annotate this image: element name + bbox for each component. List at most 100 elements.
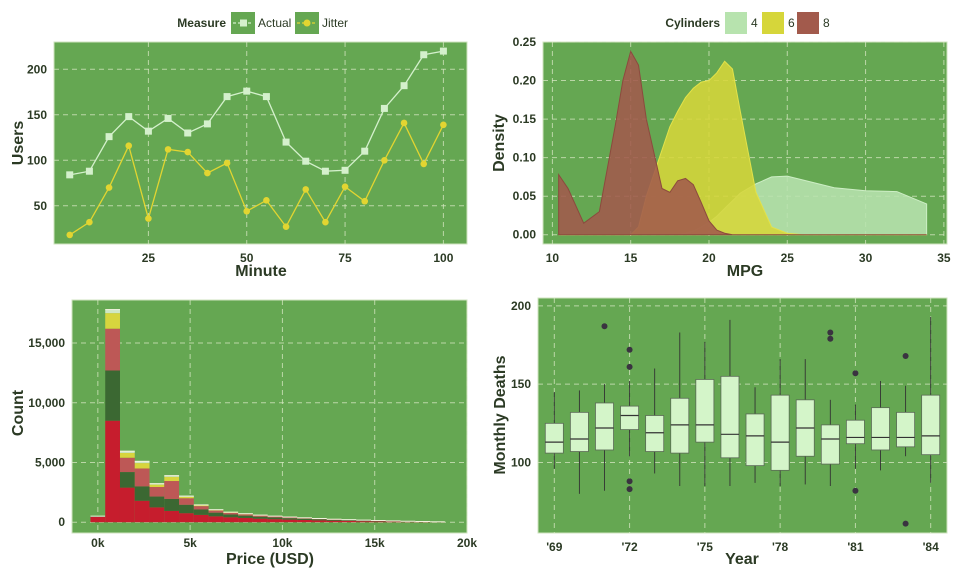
- box-outlier: [626, 363, 633, 370]
- legend-label-cyl6: 6: [788, 16, 795, 30]
- box-iqr: [620, 405, 640, 431]
- histogram-bar-segment: [208, 510, 224, 513]
- histogram-bar-segment: [208, 516, 224, 523]
- histogram-bar-segment: [252, 518, 268, 523]
- histogram-bar-segment: [341, 520, 357, 523]
- y-tick-label: 0.00: [513, 228, 537, 242]
- x-tick-label: '78: [772, 540, 789, 554]
- x-tick-label: 10k: [272, 536, 292, 550]
- histogram-bar-segment: [282, 517, 298, 519]
- histogram-bar-segment: [179, 498, 194, 505]
- box-outlier: [601, 323, 608, 330]
- histogram-bar-segment: [311, 520, 327, 523]
- histogram-bar-segment: [193, 506, 209, 510]
- price-y-axis-title: Count: [10, 389, 27, 436]
- histogram-bar-segment: [179, 496, 194, 499]
- x-tick-label: 10: [546, 251, 560, 265]
- mpg-tick-labels: 10 15 20 25 30 35 0.00 0.05 0.10 0.15 0.20 0.25: [513, 35, 951, 265]
- box-outlier: [852, 370, 859, 377]
- histogram-bar-segment: [134, 468, 150, 487]
- histogram-bar-segment: [134, 461, 150, 464]
- histogram-bar-segment: [119, 452, 135, 458]
- jitter-point: [381, 156, 388, 164]
- histogram-bar-segment: [223, 514, 239, 518]
- jitter-point: [361, 197, 369, 205]
- histogram-bar-segment: [119, 457, 135, 473]
- histogram-bar-segment: [105, 309, 120, 314]
- x-tick-label: 15: [624, 251, 638, 265]
- histogram-bar-segment: [164, 481, 180, 499]
- histogram-bar-segment: [326, 520, 342, 523]
- histogram-bar-segment: [356, 520, 372, 522]
- price-tick-labels: 0k 5k 10k 15k 20k 0 5,000 10,000 15,000: [28, 336, 477, 550]
- histogram-bar-segment: [105, 420, 120, 523]
- box-iqr: [871, 407, 890, 451]
- y-tick-label: 200: [27, 62, 47, 76]
- y-tick-label: 0: [58, 515, 65, 529]
- jitter-point: [204, 169, 211, 177]
- x-tick-label: '75: [697, 540, 714, 554]
- box-iqr: [595, 402, 614, 451]
- histogram-bar-segment: [282, 518, 298, 520]
- histogram-bar-segment: [297, 518, 312, 519]
- deaths-x-axis-title: Year: [725, 551, 759, 568]
- jitter-point: [125, 142, 133, 150]
- users-tick-labels: 25 50 75 100 50 100 150 200: [27, 62, 454, 265]
- box-iqr: [820, 424, 840, 465]
- histogram-bar-segment: [119, 451, 135, 453]
- deaths-y-axis-title: Monthly Deaths: [492, 355, 509, 474]
- histogram-bar-segment: [119, 487, 135, 523]
- y-tick-label: 100: [511, 456, 531, 470]
- y-tick-label: 0.25: [513, 35, 537, 49]
- histogram-bar-segment: [119, 472, 135, 488]
- box-iqr: [720, 375, 740, 459]
- histogram-bar-segment: [105, 370, 120, 421]
- histogram-bar-segment: [179, 504, 194, 514]
- histogram-bar-segment: [223, 512, 239, 515]
- users-line-chart: Measure Actual Jitter 25 50 75 100501001502…: [10, 12, 468, 280]
- jitter-point: [184, 148, 192, 156]
- histogram-bar-segment: [193, 509, 209, 515]
- histogram-bar-segment: [238, 517, 253, 523]
- y-tick-label: 10,000: [28, 396, 65, 410]
- legend-title: Measure: [177, 16, 226, 30]
- cylinders-legend: Cylinders 4 6 8: [665, 12, 830, 34]
- deaths-boxes: [544, 316, 941, 527]
- legend-label-cyl8: 8: [823, 16, 830, 30]
- histogram-bar-segment: [164, 498, 180, 511]
- histogram-bar-segment: [341, 520, 357, 521]
- box-iqr: [645, 415, 665, 452]
- legend-key-actual-marker: [240, 19, 247, 27]
- jitter-point: [164, 146, 172, 153]
- histogram-bar-segment: [267, 517, 283, 520]
- box-outlier: [902, 352, 909, 359]
- box-outlier: [626, 486, 633, 493]
- jitter-point: [66, 231, 74, 239]
- actual-point: [164, 114, 172, 122]
- actual-point: [144, 127, 152, 135]
- box-iqr: [745, 413, 765, 467]
- actual-point: [243, 87, 251, 95]
- histogram-bar-segment: [90, 516, 106, 523]
- histogram-bar-segment: [311, 518, 327, 520]
- legend-title: Cylinders: [665, 16, 720, 30]
- y-tick-label: 0.20: [513, 74, 537, 88]
- box-outlier: [902, 520, 909, 527]
- legend-key-jitter-marker: [303, 19, 311, 27]
- histogram-bar-segment: [356, 521, 372, 523]
- actual-point: [85, 167, 93, 175]
- y-tick-label: 100: [27, 153, 47, 167]
- histogram-bar-segment: [149, 484, 165, 487]
- actual-point: [420, 51, 428, 59]
- users-gridlines: [54, 42, 467, 244]
- mpg-y-axis-title: Density: [491, 114, 508, 172]
- x-tick-label: 25: [781, 251, 795, 265]
- actual-point: [321, 167, 329, 175]
- users-series: [66, 47, 447, 239]
- jitter-point: [145, 215, 152, 222]
- jitter-point: [322, 218, 329, 226]
- legend-key-cyl4: [725, 12, 747, 34]
- actual-point: [282, 138, 290, 146]
- deaths-boxplot-chart: '69 '72 '75 '78 '81 '84 100 150 200 Year Monthly…: [492, 297, 948, 568]
- jitter-point: [243, 207, 251, 215]
